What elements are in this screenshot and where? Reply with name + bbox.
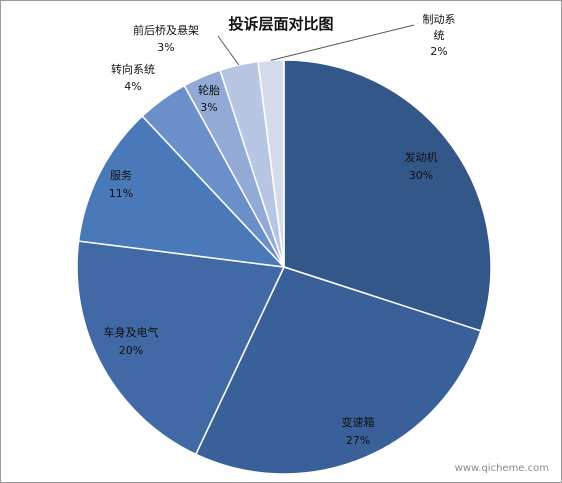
leader-line xyxy=(217,35,240,66)
slice-label: 统 xyxy=(434,29,445,42)
slice-label: 服务 xyxy=(110,169,132,182)
slice-percent-label: 27% xyxy=(346,434,370,447)
data-labels: 发动机 30% 变速箱 27% 车身及电气 20% 服务 11% 转向系统 4% 轮胎 3% 前后桥及悬… xyxy=(104,13,456,447)
slice-label: 制动系 xyxy=(423,13,456,26)
chart-title: 投诉层面对比图 xyxy=(228,15,333,33)
leader-line xyxy=(270,24,415,61)
slice-label: 车身及电气 xyxy=(104,325,159,339)
leader-lines xyxy=(217,24,415,66)
slice-label: 变速箱 xyxy=(342,415,375,429)
pie-slice xyxy=(283,59,492,332)
slice-percent-label: 3% xyxy=(200,101,217,114)
pie-slice xyxy=(76,240,286,456)
pie-slice xyxy=(194,266,482,475)
pie-slice xyxy=(77,115,286,269)
slice-percent-label: 20% xyxy=(119,344,143,357)
slice-percent-label: 30% xyxy=(409,169,433,182)
pie-slices xyxy=(76,59,492,475)
slice-label: 轮胎 xyxy=(198,83,220,97)
slice-label: 转向系统 xyxy=(111,62,155,76)
slice-percent-label: 11% xyxy=(109,187,133,200)
slice-percent-label: 4% xyxy=(124,80,141,93)
slice-percent-label: 2% xyxy=(430,45,447,58)
slice-percent-label: 3% xyxy=(157,41,174,54)
slice-label: 发动机 xyxy=(405,150,438,164)
watermark: www.qicheme.com xyxy=(455,463,549,474)
slice-label: 前后桥及悬架 xyxy=(133,23,199,37)
